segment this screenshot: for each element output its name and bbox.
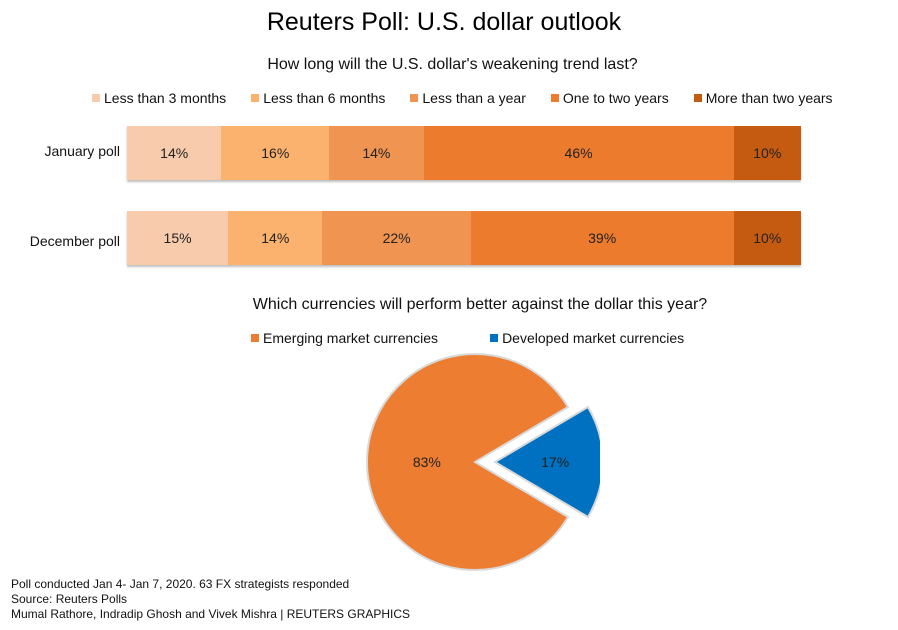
legend-item-2: Less than a year [410, 90, 526, 106]
footer-source: Source: Reuters Polls [11, 592, 128, 606]
bar-segment: 22% [322, 211, 471, 265]
bar-january-poll: 14% 16% 14% 46% 10% [127, 126, 801, 180]
legend-item-3: One to two years [550, 90, 669, 106]
legend-swatch [550, 94, 559, 102]
legend-label: Less than 6 months [263, 90, 386, 106]
bar-segment: 46% [423, 126, 734, 180]
footer-note: Poll conducted Jan 4- Jan 7, 2020. 63 FX… [11, 577, 350, 591]
bar-legend: Less than 3 months Less than 6 months Less… [92, 90, 858, 106]
footer-credits: Mumal Rathore, Indradip Ghosh and Vivek … [11, 607, 411, 621]
bar-segment: 10% [733, 126, 801, 180]
bar-segment: 10% [733, 211, 801, 265]
legend-swatch [251, 334, 259, 342]
bar-segment: 15% [127, 211, 229, 265]
bar-december-poll: 15% 14% 22% 39% 10% [127, 211, 801, 265]
bar-segment: 39% [470, 211, 734, 265]
legend-swatch [693, 94, 702, 102]
pie-chart: 83% 17% [366, 353, 600, 571]
pie-slice-label: 17% [541, 454, 569, 470]
legend-label: Developed market currencies [502, 330, 685, 346]
row-label-december: December poll [29, 233, 120, 249]
pie-chart-subtitle: Which currencies will perform better aga… [252, 296, 708, 313]
row-label-january: January poll [44, 143, 121, 159]
legend-swatch [490, 334, 499, 342]
bar-segment: 16% [221, 126, 330, 180]
legend-item-0: Less than 3 months [92, 90, 226, 106]
pie-slice-label: 83% [413, 454, 441, 470]
legend-label: Less than a year [422, 90, 526, 106]
legend-swatch [410, 94, 419, 102]
pie-legend: Emerging market currencies Developed mark… [251, 330, 736, 346]
pie-legend-item-0: Emerging market currencies [251, 330, 438, 346]
legend-label: Emerging market currencies [263, 330, 439, 346]
legend-item-4: More than two years [693, 90, 833, 106]
bar-segment: 14% [329, 126, 424, 180]
legend-swatch [251, 94, 260, 102]
chart-title: Reuters Poll: U.S. dollar outlook [266, 8, 622, 36]
pie-slice-0 [366, 353, 570, 571]
legend-swatch [92, 94, 100, 102]
bar-segment: 14% [127, 126, 222, 180]
pie-legend-item-1: Developed market currencies [490, 330, 684, 346]
legend-item-1: Less than 6 months [251, 90, 385, 106]
legend-label: Less than 3 months [104, 90, 227, 106]
bar-segment: 14% [228, 211, 323, 265]
bar-chart-subtitle: How long will the U.S. dollar's weakenin… [267, 56, 638, 73]
pie-slice-1 [493, 405, 600, 519]
legend-label: More than two years [705, 90, 833, 106]
legend-label: One to two years [562, 90, 669, 106]
